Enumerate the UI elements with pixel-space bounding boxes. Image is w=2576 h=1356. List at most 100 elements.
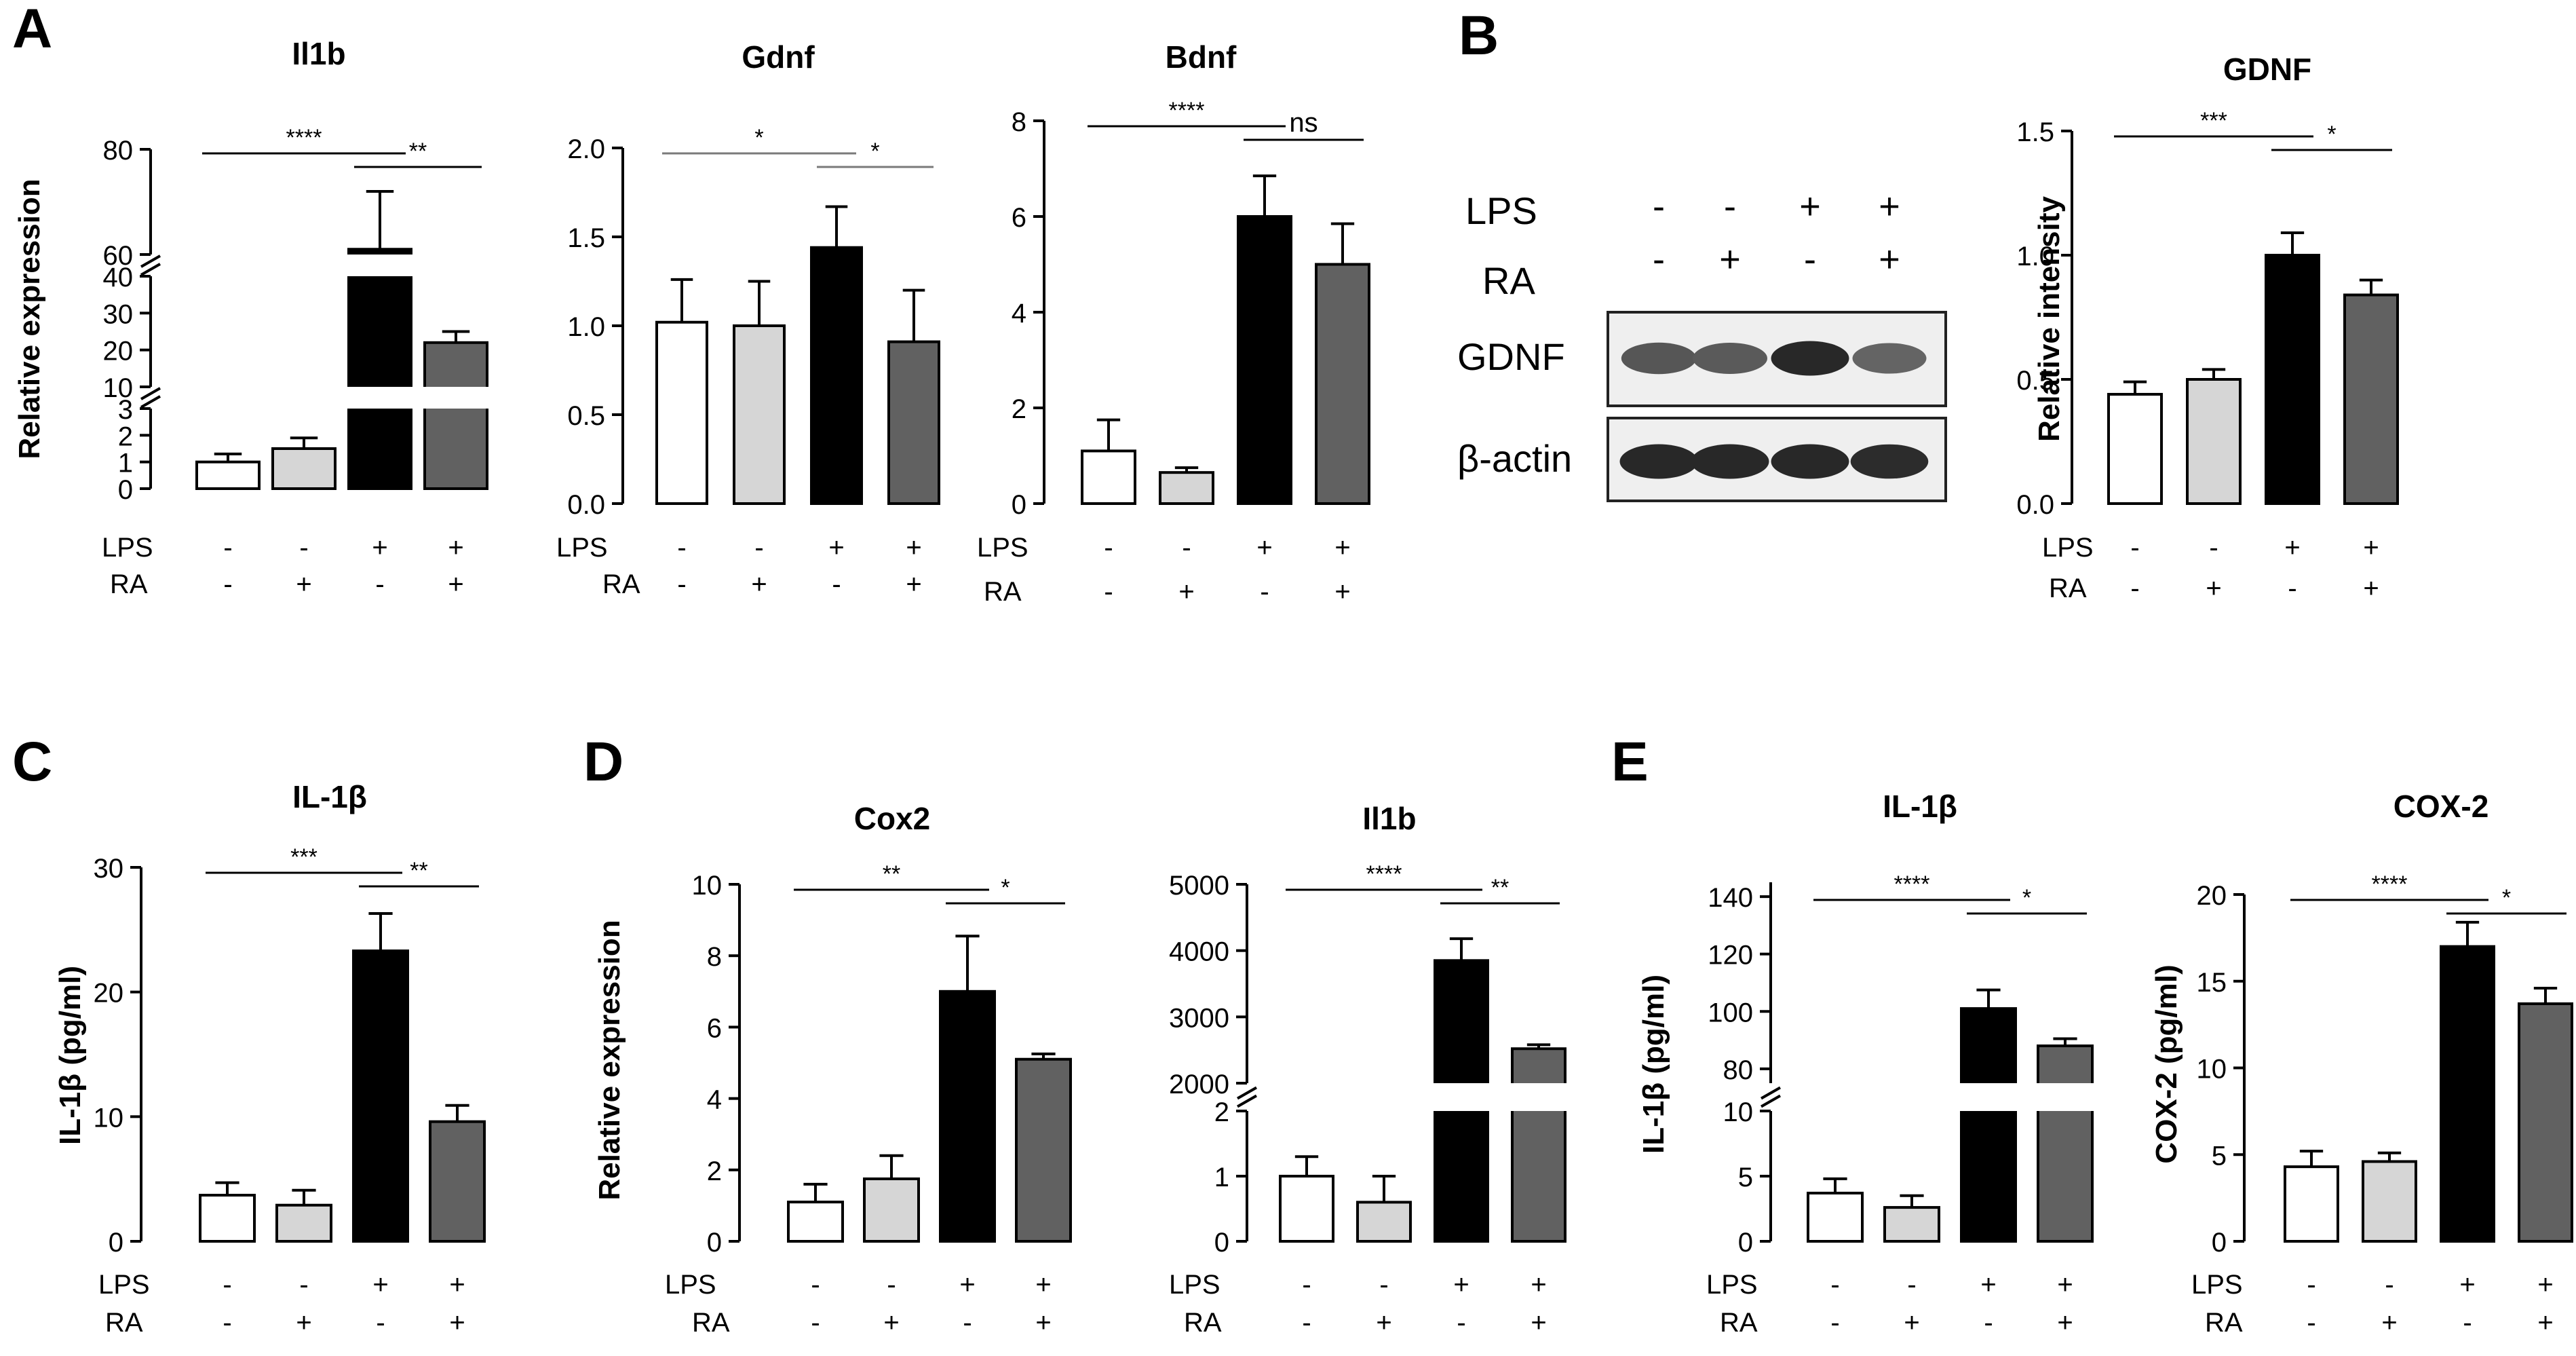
group-sign-a1: + (448, 569, 463, 599)
bar-a2-4 (887, 340, 940, 505)
chart-title-a2: Gdnf (742, 39, 815, 75)
y-tick-label-d2: 5000 (1169, 871, 1229, 901)
blot-sign-lps-2: - (1724, 186, 1736, 227)
chart-title-a1: Il1b (292, 36, 345, 71)
group-sign-a3: - (1182, 533, 1191, 563)
bar-a2-3 (810, 246, 863, 505)
y-tick-label-a3: 4 (1012, 299, 1026, 328)
bar-break-gap-d2 (1508, 1083, 1569, 1111)
group-sign-a2: + (751, 569, 767, 599)
bar-d2-1 (1279, 1175, 1334, 1243)
group-sign-a2: - (677, 533, 686, 563)
bar-a1-2 (271, 447, 337, 490)
group-row-label-e1: LPS (1706, 1270, 1758, 1300)
bar-d2-2 (1356, 1201, 1412, 1243)
y-tick-label-e1: 0 (1738, 1228, 1753, 1258)
group-sign-c1: + (372, 1270, 388, 1300)
blot-band-label-actin: β-actin (1457, 437, 1572, 480)
group-sign-a1: - (299, 533, 308, 563)
panel-letter-b: B (1459, 5, 1499, 67)
chart-a2: Gdnf 0.0 0.5 1.0 1.5 2.0 * * LPS - - + + RA - + - + (556, 39, 940, 599)
bar-d2-4 (1511, 1047, 1566, 1243)
bar-d1-2 (863, 1177, 920, 1243)
bar-a3-4 (1315, 263, 1370, 505)
y-tick-label-e2: 15 (2197, 968, 2227, 998)
y-tick-label-d1: 10 (692, 871, 723, 901)
bar-e2-1 (2284, 1165, 2339, 1243)
group-sign-c1: - (376, 1308, 385, 1338)
bar-break-gap-a1 (421, 387, 491, 409)
bar-e2-4 (2518, 1002, 2573, 1243)
group-sign-a2: + (906, 533, 921, 563)
group-sign-b1: - (2288, 573, 2296, 603)
y-tick-label-e2: 10 (2197, 1055, 2227, 1085)
group-sign-a1: - (223, 569, 232, 599)
group-sign-b1: + (2363, 573, 2379, 603)
bar-b1-3 (2265, 254, 2320, 505)
blot-sign-ra-3: - (1804, 239, 1816, 280)
group-row-label-d2: LPS (1169, 1270, 1220, 1300)
group-sign-a1: + (296, 569, 311, 599)
bar-e2-2 (2362, 1160, 2417, 1243)
group-sign-e1: - (1907, 1270, 1916, 1300)
group-sign-d2: - (1302, 1270, 1311, 1300)
bar-e1-4 (2037, 1044, 2094, 1243)
group-sign-a1: + (372, 533, 387, 563)
bar-b1-1 (2107, 392, 2163, 506)
axis-break-mark-a1 (140, 387, 161, 400)
group-sign-a3: + (1256, 533, 1272, 563)
blot-sign-ra-1: - (1653, 239, 1665, 280)
y-axis-label-e1: IL-1β (pg/ml) (1637, 975, 1670, 1154)
bar-a3-3 (1237, 215, 1292, 505)
significance-label-b1: * (2327, 121, 2336, 147)
group-sign-d1: + (1035, 1308, 1051, 1338)
group-sign-e1: - (1984, 1308, 1993, 1338)
y-tick-label-b1: 1.5 (2016, 117, 2054, 147)
axis-break-mark-d2 (1237, 1094, 1257, 1108)
y-tick-label-e1: 140 (1708, 883, 1753, 913)
group-sign-b1: - (2130, 573, 2139, 603)
significance-label-d1: ** (883, 861, 900, 887)
significance-label-c1: *** (290, 844, 318, 870)
group-sign-d2: + (1531, 1308, 1546, 1338)
group-sign-d1: - (811, 1270, 820, 1300)
y-tick-label-a1: 2 (118, 421, 133, 451)
group-row-label-e2: RA (2205, 1308, 2243, 1338)
group-sign-a3: + (1334, 577, 1350, 607)
blot-sign-lps-3: + (1799, 186, 1821, 227)
y-tick-label-a1: 20 (103, 337, 134, 366)
bar-break-gap-e1 (2034, 1083, 2096, 1111)
blot-band-actin-lane-4 (1850, 444, 1929, 479)
significance-label-c1: ** (410, 858, 427, 884)
y-axis-label-b1: Relative intensity (2033, 196, 2066, 442)
significance-label-a2: * (870, 138, 879, 164)
y-tick-label-a1: 30 (103, 299, 134, 329)
panel-letter-d: D (583, 731, 623, 793)
significance-label-e1: * (2022, 885, 2031, 911)
panel-letter-e: E (1611, 731, 1649, 793)
western-blot: LPS RA - - + + - + - + GDNF β-actin (1457, 186, 1947, 502)
y-tick-label-a1: 0 (118, 475, 133, 505)
y-tick-label-a3: 8 (1012, 107, 1026, 137)
y-tick-label-d2: 4000 (1169, 937, 1229, 967)
group-sign-a3: - (1260, 577, 1269, 607)
significance-label-a1: **** (286, 125, 322, 151)
y-tick-label-d2: 3000 (1169, 1003, 1229, 1033)
group-sign-c1: + (296, 1308, 311, 1338)
blot-row-label-ra: RA (1482, 259, 1535, 302)
group-sign-b1: - (2130, 533, 2139, 563)
group-sign-c1: - (223, 1270, 231, 1300)
group-sign-a1: - (223, 533, 232, 563)
group-sign-d1: + (883, 1308, 899, 1338)
bar-a3-1 (1081, 449, 1136, 506)
y-tick-label-a2: 0.0 (567, 490, 605, 520)
group-sign-e1: + (2057, 1308, 2073, 1338)
chart-title-a3: Bdnf (1166, 39, 1237, 75)
group-sign-a3: - (1104, 577, 1113, 607)
y-tick-label-a2: 2.0 (567, 134, 605, 164)
bar-e1-3 (1960, 1007, 2017, 1243)
significance-label-d2: **** (1366, 861, 1402, 887)
